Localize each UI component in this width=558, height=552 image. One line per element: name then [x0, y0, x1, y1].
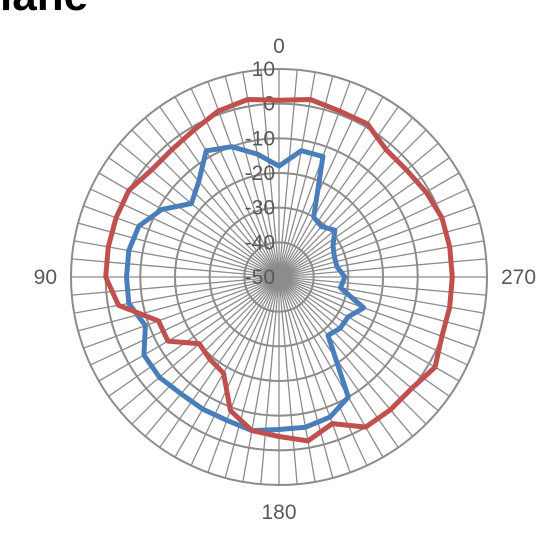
grid-spoke — [77, 276, 280, 332]
series-line-1 — [124, 144, 367, 434]
grid-spoke — [74, 276, 280, 314]
grid-spoke — [224, 75, 280, 278]
grid-spoke — [278, 69, 298, 278]
chart-title: lane — [0, 0, 88, 18]
grid-spoke — [278, 188, 468, 278]
grid-spoke — [278, 157, 450, 278]
angle-label: 180 — [261, 501, 296, 524]
grid-spoke — [278, 72, 316, 278]
grid-spoke — [278, 88, 368, 278]
grid-spoke — [278, 142, 439, 278]
grid-spoke — [278, 276, 450, 397]
radial-tick-label: -10 — [245, 127, 275, 150]
grid-spoke — [278, 276, 468, 366]
grid-spoke — [144, 117, 280, 278]
grid-spoke — [278, 276, 298, 485]
grid-spoke — [98, 276, 280, 382]
radial-tick-label: 10 — [252, 58, 275, 81]
angle-label: 90 — [34, 266, 57, 289]
grid-spoke — [159, 276, 280, 448]
grid-spoke — [242, 72, 280, 278]
radial-tick-label: -50 — [245, 266, 275, 289]
grid-spoke — [242, 276, 280, 482]
grid-spoke — [278, 276, 368, 466]
grid-spoke — [174, 96, 280, 278]
grid-spoke — [278, 276, 460, 382]
radial-tick-label: -40 — [245, 231, 275, 254]
grid-spoke — [278, 117, 414, 278]
grid-spoke — [278, 276, 334, 479]
grid-spoke — [108, 276, 280, 397]
series-line-2 — [103, 97, 455, 444]
grid-spoke — [131, 129, 280, 278]
grid-spoke — [83, 276, 280, 349]
grid-spoke — [278, 276, 351, 473]
grid-spoke — [278, 172, 460, 278]
grid-spoke — [278, 75, 334, 278]
grid-spoke — [278, 81, 351, 278]
grid-spoke — [159, 106, 280, 278]
grid-spoke — [260, 69, 280, 278]
grid-spoke — [278, 276, 316, 482]
angle-label: 270 — [501, 266, 536, 289]
grid-spoke — [144, 276, 280, 437]
radial-tick-labels: 10 0 -10 -20 -30 -40 -50 — [245, 58, 275, 289]
polar-grid — [70, 68, 488, 486]
grid-spoke — [224, 276, 280, 479]
grid-spoke — [278, 129, 427, 278]
grid-spoke — [174, 276, 280, 458]
grid-spoke — [90, 276, 280, 366]
angle-label: 0 — [273, 35, 285, 58]
radial-tick-label: -30 — [245, 197, 275, 220]
data-series — [103, 97, 455, 444]
grid-spoke — [207, 276, 280, 473]
grid-spoke — [190, 276, 280, 466]
grid-spoke — [108, 157, 280, 278]
radial-tick-label: 0 — [263, 93, 275, 116]
radial-tick-label: -20 — [245, 162, 275, 185]
grid-spoke — [260, 276, 280, 485]
grid-spoke — [71, 276, 280, 296]
grid-spoke — [207, 81, 280, 278]
grid-spoke — [119, 142, 280, 278]
angle-labels: 0 90 180 270 — [34, 35, 536, 524]
grid-spoke — [278, 96, 384, 278]
